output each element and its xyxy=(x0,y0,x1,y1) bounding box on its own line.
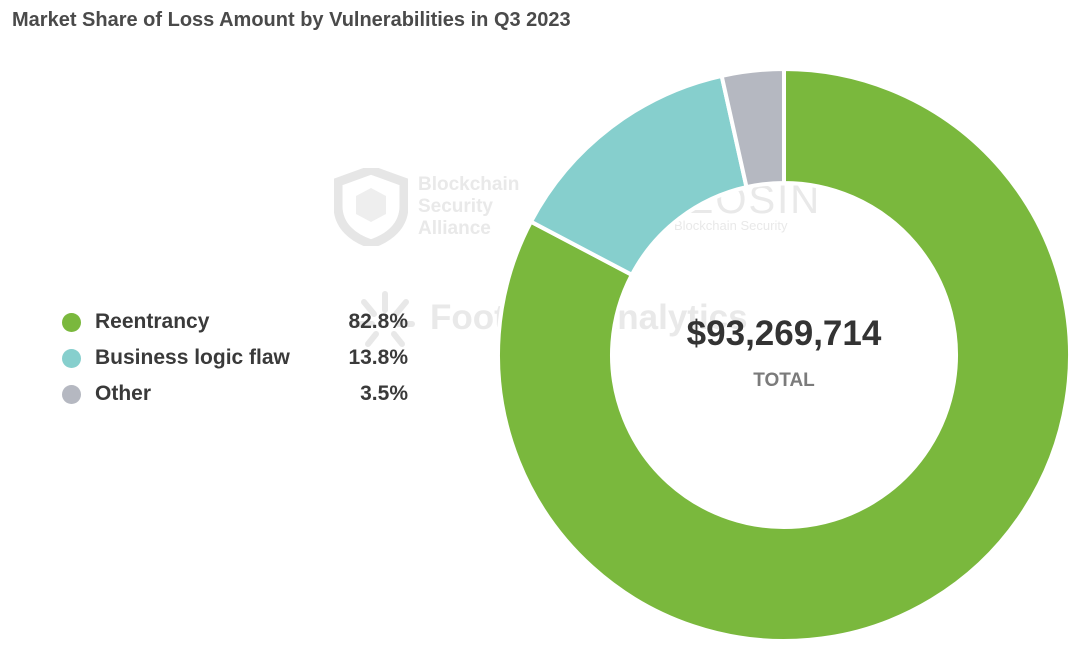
legend-label: Reentrancy xyxy=(95,310,210,333)
footprint-logo-icon xyxy=(355,291,415,347)
legend-value: 82.8% xyxy=(348,310,408,333)
watermark-text: Security xyxy=(418,196,493,217)
legend-item-other[interactable]: Other 3.5% xyxy=(62,376,412,412)
watermark-text: Blockchain Security xyxy=(674,218,788,233)
donut-center-total: $93,269,714 xyxy=(686,314,882,353)
donut-slice-reentrancy[interactable] xyxy=(496,67,1072,643)
shield-logo-icon xyxy=(334,168,408,246)
legend-value: 3.5% xyxy=(360,382,408,405)
donut-center-label: TOTAL xyxy=(753,370,815,391)
legend-label: Other xyxy=(95,382,152,405)
donut-slice-other[interactable] xyxy=(719,67,786,190)
chart-legend: Reentrancy 82.8% Business logic flaw 13.… xyxy=(62,304,412,412)
legend-swatch xyxy=(62,348,81,368)
legend-label: Business logic flaw xyxy=(95,346,290,369)
legend-value: 13.8% xyxy=(348,346,408,369)
legend-item-reentrancy[interactable]: Reentrancy 82.8% xyxy=(62,304,412,340)
blockchain-security-alliance-watermark: Blockchain Security Alliance xyxy=(334,168,554,248)
legend-swatch xyxy=(62,312,81,332)
legend-swatch xyxy=(62,384,81,404)
watermark-text: Blockchain xyxy=(418,174,520,195)
legend-item-business-logic-flaw[interactable]: Business logic flaw 13.8% xyxy=(62,340,412,376)
chart-title: Market Share of Loss Amount by Vulnerabi… xyxy=(12,9,571,31)
watermark-text: Alliance xyxy=(418,218,491,239)
